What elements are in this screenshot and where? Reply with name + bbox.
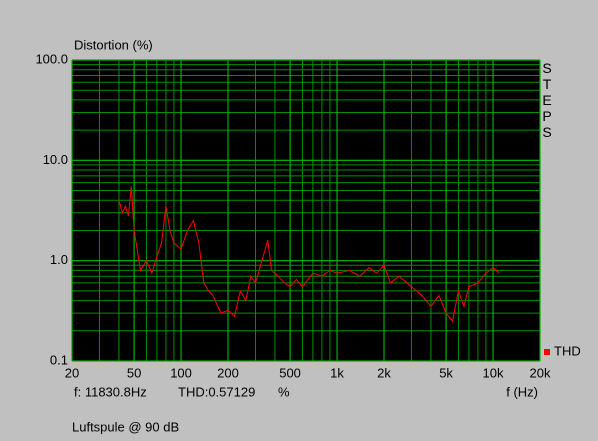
legend-label: THD [554,343,581,358]
y-tick-label: 10.0 [43,152,68,167]
status-thd: THD:0.57129 [178,384,255,399]
x-tick-label: 10k [483,365,504,380]
x-tick-label: 5k [439,365,453,380]
status-unit: % [278,384,290,399]
series-line [118,186,500,323]
x-tick-label: 20k [530,365,551,380]
x-tick-label: 500 [279,365,301,380]
x-tick-label: 50 [127,365,141,380]
x-tick-label: 20 [65,365,79,380]
x-tick-label: 1k [330,365,344,380]
footer: Luftspule @ 90 dB [72,419,179,434]
y-axis-label: Distortion (%) [74,37,153,52]
x-axis-label: f (Hz) [506,384,538,399]
side-label: STEPS [539,60,555,140]
legend-swatch [544,349,550,355]
y-tick-label: 0.1 [50,352,68,367]
y-tick-label: 100.0 [35,51,68,66]
x-tick-label: 2k [377,365,391,380]
plot-area [72,60,540,361]
y-tick-label: 1.0 [50,252,68,267]
x-tick-label: 200 [217,365,239,380]
status-frequency: f: 11830.8Hz [74,384,147,399]
x-tick-label: 100 [170,365,192,380]
